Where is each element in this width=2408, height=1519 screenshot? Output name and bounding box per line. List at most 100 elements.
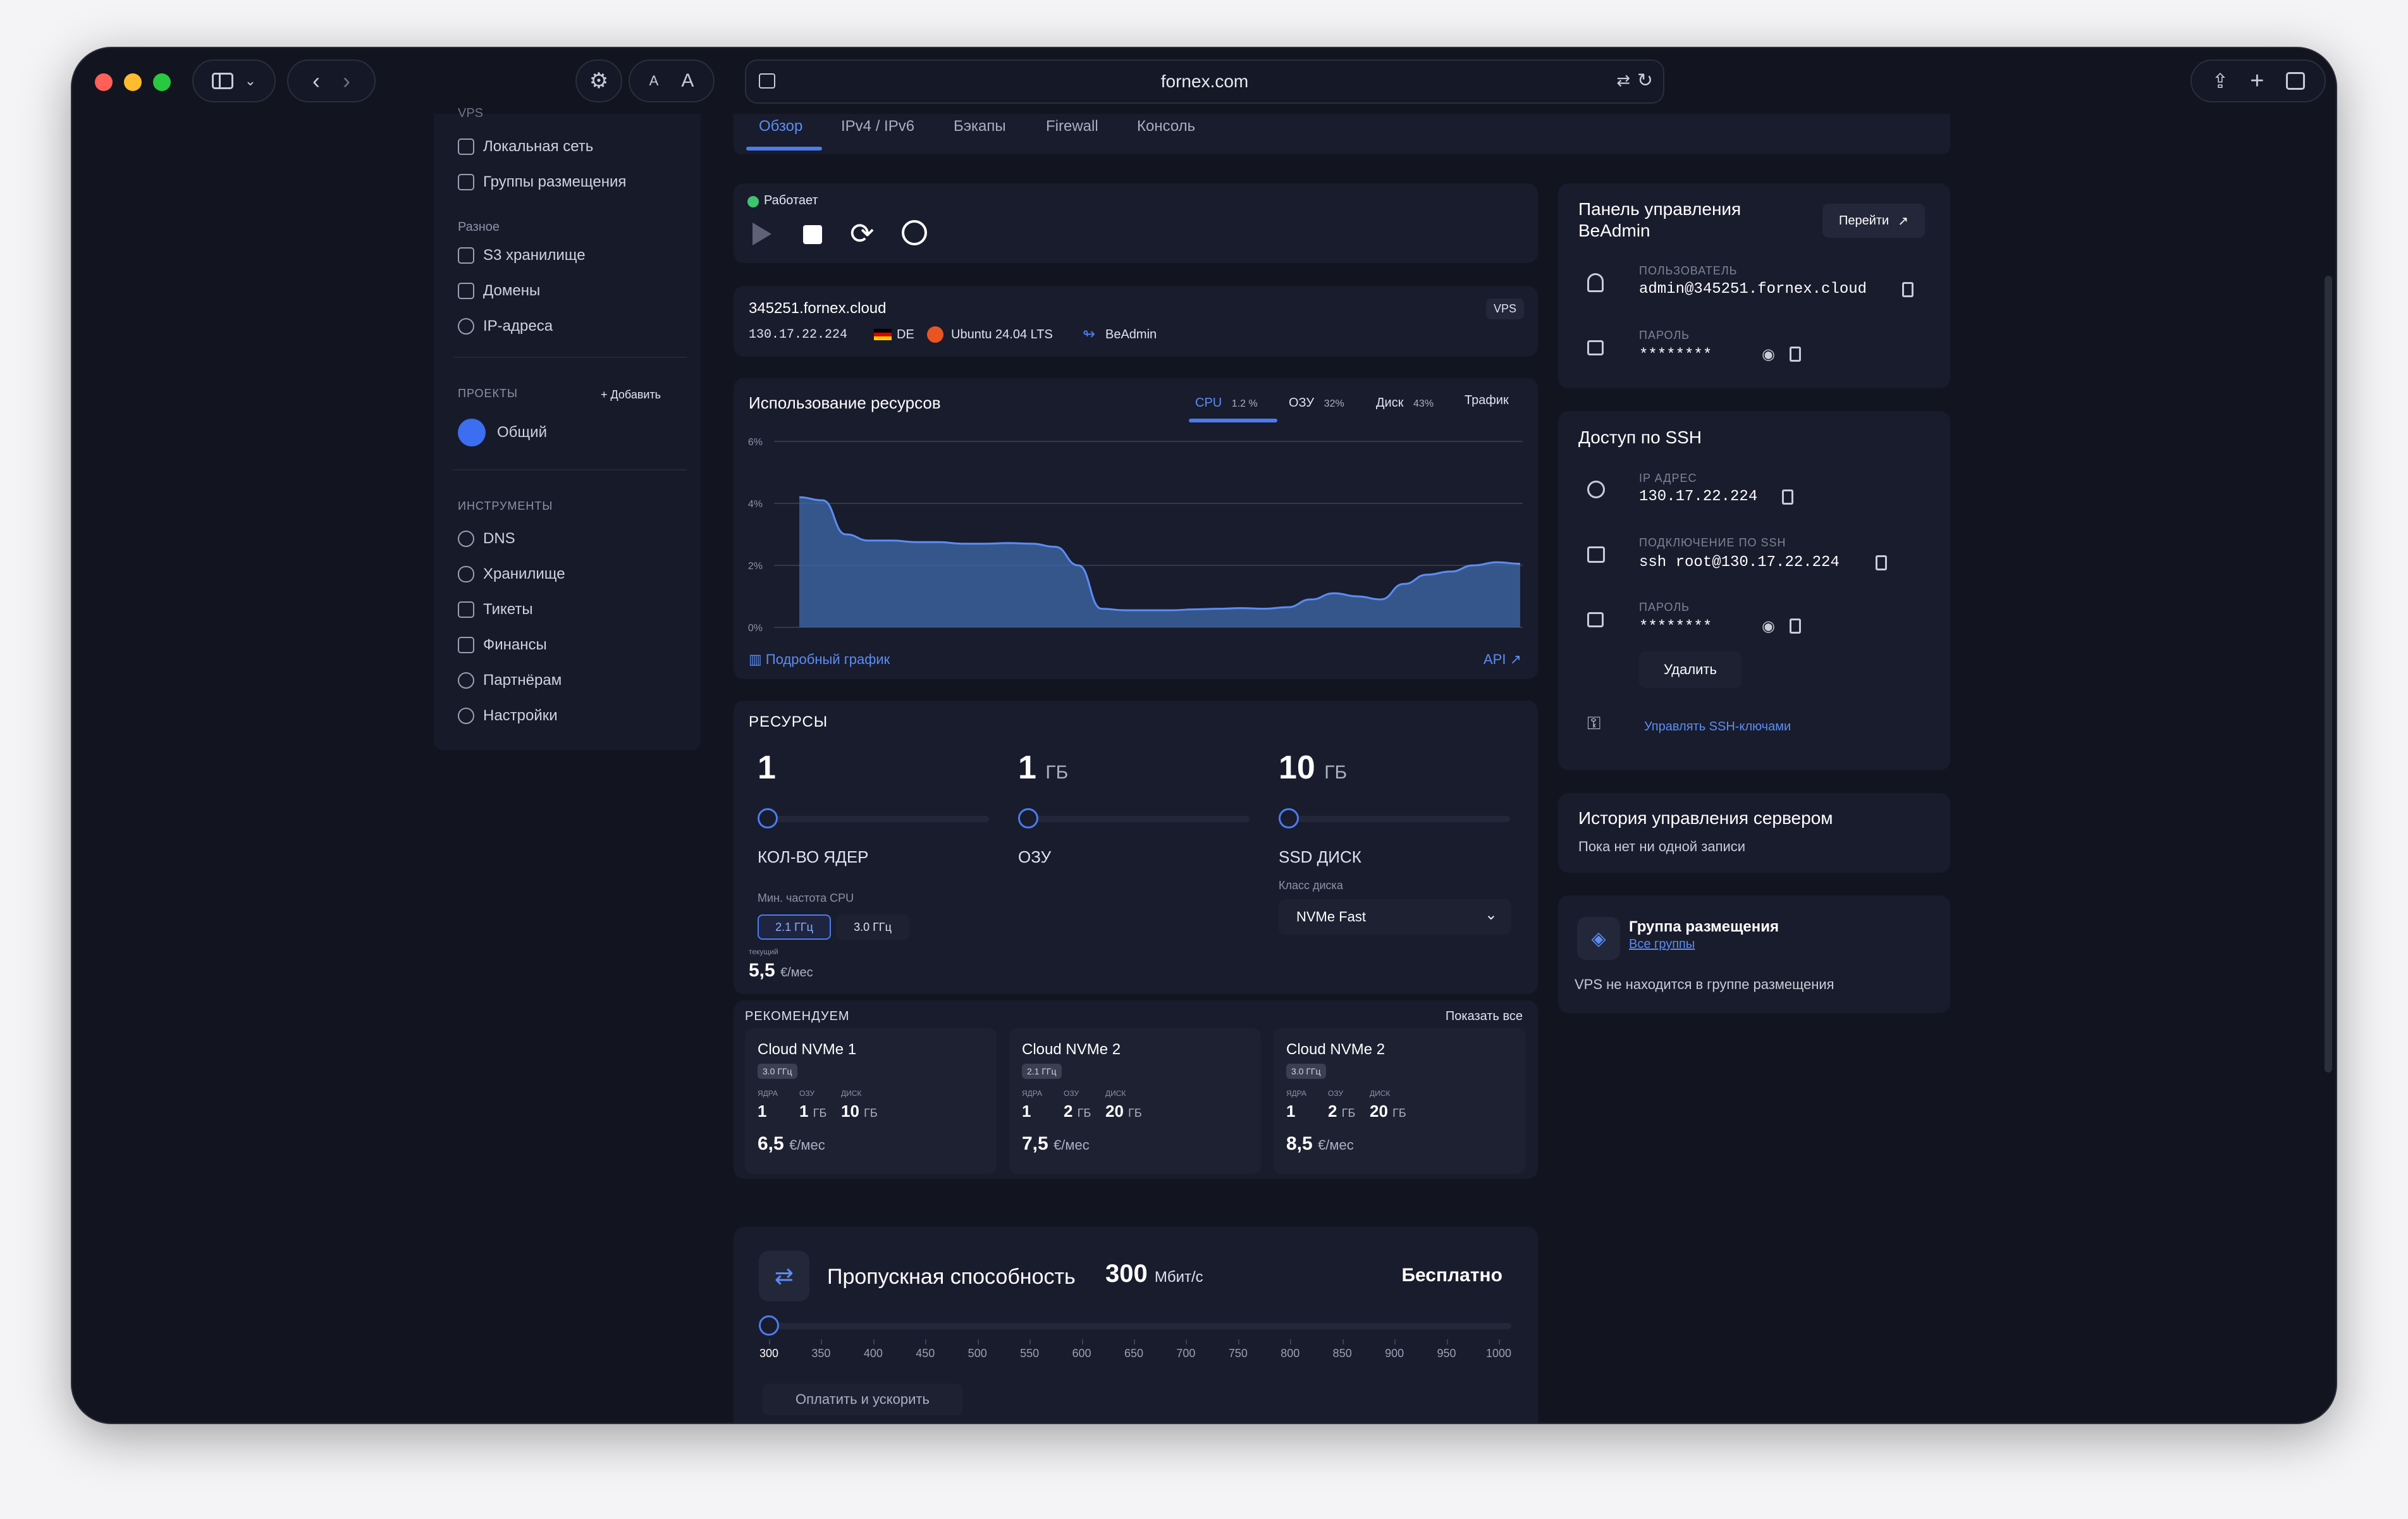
cores-label: КОЛ-ВО ЯДЕР [758, 847, 869, 866]
sidebar-item-placement-groups[interactable]: Группы размещения [458, 173, 626, 191]
copy-ip-icon[interactable] [1782, 489, 1793, 505]
usage-tab-disk[interactable]: Диск 43% [1376, 396, 1434, 410]
sidebar-divider [453, 357, 687, 358]
bandwidth-tick-label[interactable]: 900 [1385, 1347, 1404, 1360]
project-icon [458, 419, 486, 446]
page-menu-icon[interactable] [759, 73, 775, 89]
manage-ssh-keys-link[interactable]: Управлять SSH-ключами [1644, 720, 1791, 734]
delete-button[interactable]: Удалить [1639, 651, 1742, 688]
project-general[interactable]: Общий [458, 419, 547, 446]
freq-option-2-1[interactable]: 2.1 ГГц [758, 914, 831, 940]
ram-slider-knob[interactable] [1018, 808, 1038, 828]
close-window-button[interactable] [95, 73, 113, 91]
tab-firewall[interactable]: Firewall [1046, 118, 1098, 135]
text-larger-icon[interactable]: A [681, 70, 694, 91]
bandwidth-tick-label[interactable]: 400 [863, 1347, 883, 1360]
bandwidth-tick-label[interactable]: 650 [1124, 1347, 1144, 1360]
text-smaller-icon[interactable]: A [649, 73, 659, 89]
bandwidth-tick-label[interactable]: 500 [968, 1347, 987, 1360]
bandwidth-tick-label[interactable]: 700 [1176, 1347, 1196, 1360]
bandwidth-tick-label[interactable]: 600 [1072, 1347, 1091, 1360]
copy-user-icon[interactable] [1902, 282, 1914, 297]
copy-pass-icon[interactable] [1790, 347, 1801, 362]
address-bar[interactable]: fornex.com ⇄ ↻ [745, 59, 1664, 104]
back-icon[interactable]: ‹ [312, 68, 320, 94]
settings-button[interactable]: ⚙ [575, 59, 622, 102]
sidebar-item-tickets[interactable]: Тикеты [458, 601, 533, 618]
add-project-button[interactable]: + Добавить [601, 388, 661, 401]
sidebar-item-storage[interactable]: Хранилище [458, 565, 565, 583]
copy-pass-icon[interactable] [1790, 618, 1801, 634]
disk-label: SSD ДИСК [1279, 847, 1361, 866]
copy-ssh-icon[interactable] [1876, 555, 1887, 570]
all-groups-link[interactable]: Все группы [1629, 937, 1695, 951]
sidebar-item-partners[interactable]: Партнёрам [458, 672, 562, 689]
recommend-item-1[interactable]: Cloud NVMe 1 3.0 ГГц ЯДРА ОЗУ ДИСК 1 1 Г… [745, 1028, 997, 1174]
zoom-window-button[interactable] [153, 73, 171, 91]
cores-slider-track[interactable] [758, 816, 989, 822]
bandwidth-tick-label[interactable]: 850 [1332, 1347, 1352, 1360]
freq-option-3-0[interactable]: 3.0 ГГц [836, 914, 909, 940]
resources-card: РЕСУРСЫ 1 КОЛ-ВО ЯДЕР 1 ГБ ОЗУ 10 ГБ SSD… [734, 701, 1538, 994]
sidebar-item-local-network[interactable]: Локальная сеть [458, 138, 593, 156]
bandwidth-tick-label[interactable]: 950 [1437, 1347, 1456, 1360]
recommend-title: РЕКОМЕНДУЕМ [745, 1009, 850, 1023]
bandwidth-label: Пропускная способность [827, 1265, 1076, 1289]
reload-icon[interactable]: ↻ [1637, 70, 1653, 91]
ram-slider-track[interactable] [1018, 816, 1250, 822]
y-tick-2: 2% [748, 561, 763, 572]
disk-slider-track[interactable] [1279, 816, 1510, 822]
recommend-item-3[interactable]: Cloud NVMe 2 3.0 ГГц ЯДРА ОЗУ ДИСК 1 2 Г… [1274, 1028, 1525, 1174]
new-tab-icon[interactable]: + [2250, 67, 2264, 94]
api-link[interactable]: API ↗ [1483, 651, 1521, 667]
show-all-button[interactable]: Показать все [1445, 1009, 1523, 1023]
stop-icon[interactable] [803, 225, 822, 244]
bandwidth-tick-mark [873, 1339, 875, 1344]
tab-backups[interactable]: Бэкапы [954, 118, 1006, 135]
bandwidth-tick-label[interactable]: 750 [1228, 1347, 1248, 1360]
beadmin-go-button[interactable]: Перейти ↗ [1822, 204, 1925, 238]
usage-tab-ram[interactable]: ОЗУ 32% [1289, 396, 1344, 410]
show-pass-icon[interactable]: ◉ [1762, 346, 1775, 363]
timer-icon[interactable] [902, 220, 927, 245]
share-icon[interactable]: ⇪ [2211, 70, 2229, 92]
usage-tab-traffic[interactable]: Трафик [1465, 393, 1509, 407]
tabs-overview-icon[interactable] [2285, 72, 2305, 90]
sidebar-item-s3[interactable]: S3 хранилище [458, 247, 586, 264]
sidebar-item-domains[interactable]: Домены [458, 282, 540, 300]
cpu-freq-label: Мин. частота CPU [758, 892, 854, 904]
bandwidth-slider-knob[interactable] [759, 1315, 779, 1336]
tab-console[interactable]: Консоль [1137, 118, 1196, 135]
cores-slider-knob[interactable] [758, 808, 778, 828]
bandwidth-tick-label[interactable]: 1000 [1485, 1347, 1512, 1360]
chevron-down-icon: ⌄ [1484, 906, 1497, 923]
play-icon[interactable] [752, 223, 771, 245]
minimize-window-button[interactable] [124, 73, 142, 91]
usage-tab-cpu[interactable]: CPU 1.2 % [1195, 396, 1258, 410]
disk-class-label: Класс диска [1279, 879, 1343, 892]
recommend-item-2[interactable]: Cloud NVMe 2 2.1 ГГц ЯДРА ОЗУ ДИСК 1 2 Г… [1009, 1028, 1261, 1174]
tab-ip[interactable]: IPv4 / IPv6 [841, 118, 915, 135]
bandwidth-tick-label[interactable]: 800 [1281, 1347, 1300, 1360]
translate-icon[interactable]: ⇄ [1616, 71, 1630, 90]
detailed-chart-link[interactable]: ▥ Подробный график [749, 651, 890, 667]
tab-overview[interactable]: Обзор [759, 118, 803, 135]
show-pass-icon[interactable]: ◉ [1762, 618, 1775, 635]
sidebar-item-settings[interactable]: Настройки [458, 707, 558, 725]
bandwidth-tick-label[interactable]: 350 [811, 1347, 831, 1360]
bandwidth-slider-track[interactable] [759, 1323, 1511, 1329]
sidebar-toggle-button[interactable]: ⌄ [192, 59, 276, 102]
sidebar-item-vps[interactable]: VPS [458, 106, 484, 120]
sidebar-item-finance[interactable]: Финансы [458, 636, 547, 654]
restart-icon[interactable]: ⟳ [850, 217, 875, 250]
disk-class-select[interactable]: NVMe Fast ⌄ [1279, 899, 1511, 935]
pay-boost-button[interactable]: Оплатить и ускорить [763, 1384, 962, 1415]
sidebar-item-ip[interactable]: IP-адреса [458, 317, 553, 335]
bandwidth-tick-label[interactable]: 450 [916, 1347, 935, 1360]
bandwidth-tick-label[interactable]: 550 [1020, 1347, 1040, 1360]
disk-slider-knob[interactable] [1279, 808, 1299, 828]
bandwidth-tick-label[interactable]: 300 [759, 1347, 779, 1360]
forward-icon[interactable]: › [343, 68, 350, 94]
scrollbar-thumb[interactable] [2325, 276, 2332, 1073]
sidebar-item-dns[interactable]: DNS [458, 530, 515, 548]
